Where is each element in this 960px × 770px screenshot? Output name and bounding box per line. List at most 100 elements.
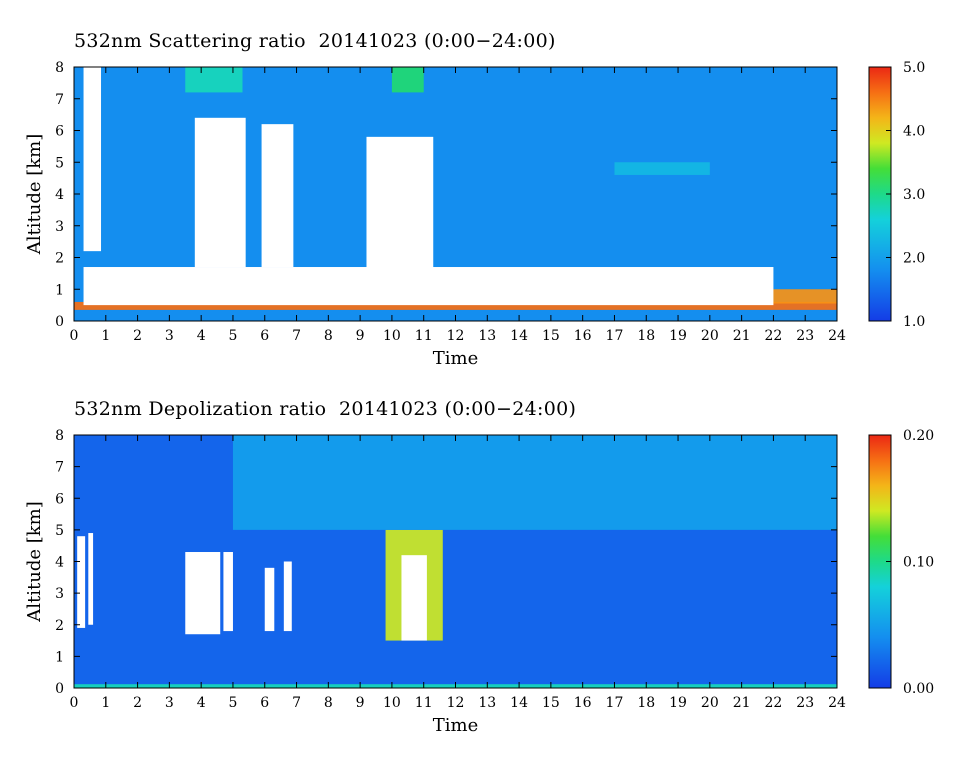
x-tick-label: 4 [197, 695, 206, 711]
x-tick-label: 12 [447, 328, 465, 344]
y-tick-label: 1 [55, 649, 64, 665]
x-tick-label: 9 [356, 695, 365, 711]
x-tick-label: 16 [574, 328, 592, 344]
masked-region [223, 552, 233, 632]
chart-title: 532nm Depolization ratio 20141023 (0:00−… [74, 398, 577, 420]
y-tick-label: 5 [55, 155, 64, 171]
x-tick-label: 6 [260, 695, 269, 711]
x-tick-label: 16 [574, 695, 592, 711]
y-tick-label: 0 [55, 681, 64, 697]
colorbar-axis: 1.0 2.0 3.0 4.0 5.0 [886, 60, 925, 330]
colorbar-tick-label: 1.0 [903, 314, 925, 330]
masked-region [83, 267, 774, 306]
x-tick-label: 12 [447, 695, 465, 711]
x-tick-label: 2 [133, 695, 142, 711]
x-tick-label: 13 [478, 695, 496, 711]
colorbar-tick-label: 4.0 [903, 124, 925, 140]
plot-area [74, 435, 838, 688]
masked-region [283, 561, 292, 632]
x-tick-label: 7 [292, 695, 301, 711]
colorbar-tick-label: 0.20 [903, 428, 934, 444]
x-tick-label: 20 [701, 695, 719, 711]
scattering-ratio-chart: 0 1 2 3 4 5 6 7 8 9 10 11 12 13 14 15 16 17 18 19 20 21 22 23 24… [24, 60, 925, 369]
y-tick-label: 2 [55, 251, 64, 267]
x-tick-label: 4 [197, 328, 206, 344]
x-tick-label: 0 [70, 695, 79, 711]
x-tick-label: 19 [669, 695, 687, 711]
x-tick-label: 1 [101, 328, 110, 344]
y-tick-label: 7 [55, 92, 64, 108]
x-tick-label: 0 [70, 328, 79, 344]
x-tick-label: 13 [478, 328, 496, 344]
x-axis: 0 1 2 3 4 5 6 7 8 9 10 11 12 13 14 15 16 17 18 19 20 21 22 23 24 [70, 435, 846, 711]
heatmap-feature [74, 301, 837, 310]
masked-region [194, 117, 246, 268]
depolization-ratio-chart: 0 1 2 3 4 5 6 7 8 9 10 11 12 13 14 15 16 17 18 19 20 21 22 23 24… [24, 428, 934, 736]
x-axis-label: Time [433, 348, 478, 369]
masked-region [261, 124, 294, 268]
x-tick-label: 21 [733, 695, 751, 711]
x-tick-label: 10 [383, 328, 401, 344]
masked-region [83, 67, 102, 252]
heatmap-feature [232, 435, 838, 530]
masked-region [88, 533, 94, 625]
x-tick-label: 24 [828, 328, 846, 344]
colorbar-tick-label: 0.00 [903, 681, 934, 697]
x-tick-label: 22 [765, 328, 783, 344]
y-axis: 0 1 2 3 4 5 6 7 8 [55, 60, 837, 330]
x-tick-label: 2 [133, 328, 142, 344]
chart-title: 532nm Scattering ratio 20141023 (0:00−24… [74, 30, 556, 52]
x-tick-label: 7 [292, 328, 301, 344]
x-tick-label: 5 [228, 328, 237, 344]
y-axis-label: Altitude [km] [24, 501, 45, 623]
colorbar-tick-label: 3.0 [903, 187, 925, 203]
plot-area [74, 67, 837, 321]
heatmap-feature [185, 67, 243, 93]
x-tick-label: 23 [796, 695, 814, 711]
x-tick-label: 11 [415, 328, 433, 344]
x-tick-label: 1 [101, 695, 110, 711]
colorbar-tick-label: 2.0 [903, 251, 925, 267]
colorbar-tick-label: 0.10 [903, 555, 934, 571]
x-tick-label: 11 [415, 695, 433, 711]
y-axis-label: Altitude [km] [24, 134, 45, 256]
colorbar-tick-label: 5.0 [903, 60, 925, 76]
x-tick-label: 10 [383, 695, 401, 711]
x-tick-label: 8 [324, 695, 333, 711]
masked-region [77, 536, 86, 628]
y-tick-label: 3 [55, 219, 64, 235]
heatmap-feature [391, 67, 424, 93]
masked-region [185, 552, 221, 635]
x-tick-label: 15 [542, 695, 560, 711]
depolarization-ratio-panel: 532nm Depolization ratio 20141023 (0:00−… [0, 385, 960, 770]
x-tick-label: 3 [165, 695, 174, 711]
x-tick-label: 17 [606, 695, 624, 711]
y-tick-label: 4 [55, 555, 64, 571]
y-tick-label: 2 [55, 618, 64, 634]
masked-region [264, 567, 275, 632]
y-tick-label: 3 [55, 586, 64, 602]
x-tick-label: 18 [637, 328, 655, 344]
x-tick-label: 15 [542, 328, 560, 344]
y-tick-label: 0 [55, 314, 64, 330]
x-tick-label: 19 [669, 328, 687, 344]
y-tick-label: 4 [55, 187, 64, 203]
x-tick-label: 21 [733, 328, 751, 344]
x-tick-label: 20 [701, 328, 719, 344]
y-axis: 0 1 2 3 4 5 6 7 8 [55, 428, 837, 697]
x-tick-label: 17 [606, 328, 624, 344]
x-tick-label: 6 [260, 328, 269, 344]
heatmap-feature [614, 162, 710, 175]
y-tick-label: 1 [55, 282, 64, 298]
y-tick-label: 8 [55, 428, 64, 444]
x-tick-label: 24 [828, 695, 846, 711]
y-tick-label: 7 [55, 460, 64, 476]
x-tick-label: 18 [637, 695, 655, 711]
x-axis-label: Time [433, 715, 478, 736]
y-tick-label: 6 [55, 491, 64, 507]
x-tick-label: 8 [324, 328, 333, 344]
x-tick-label: 5 [228, 695, 237, 711]
y-tick-label: 8 [55, 60, 64, 76]
colorbar-axis: 0.00 0.10 0.20 [886, 428, 934, 697]
scattering-ratio-panel: 532nm Scattering ratio 20141023 (0:00−24… [24, 30, 925, 369]
